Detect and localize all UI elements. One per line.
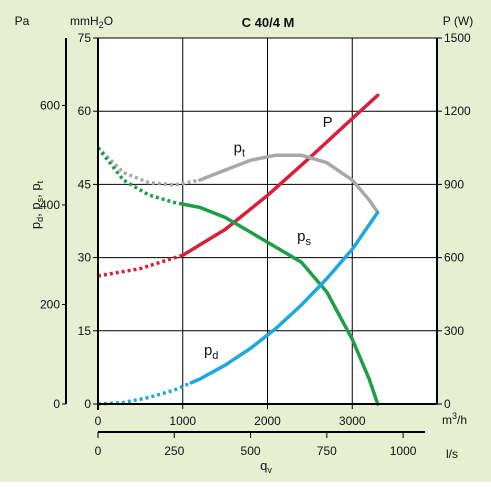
ls-tick-label-1000: 1000 [390, 444, 417, 458]
curve-pd-dashed [97, 381, 192, 406]
mm-tick-label-75: 75 [78, 31, 92, 45]
mm-tick-label-0: 0 [84, 397, 91, 411]
m3h-tick-label-3000: 3000 [339, 414, 366, 428]
curve-label-ps-sub: s [306, 236, 312, 248]
w-tick-label-1200: 1200 [444, 104, 471, 118]
left-inner-unit-tail: O [104, 14, 113, 28]
curve-pd-solid [189, 210, 380, 385]
curve-label-pd-main: p [204, 342, 212, 359]
curves [96, 93, 380, 406]
pa-tick-label-0: 0 [53, 397, 60, 411]
right-unit: P (W) [443, 14, 473, 28]
x-top-unit-main: m [442, 413, 452, 427]
left-inner-unit: mmH2O [70, 14, 113, 30]
curve-pt-solid [197, 153, 380, 215]
curve-label-pd: pd [204, 342, 218, 362]
y-label-sep1: , [28, 210, 43, 217]
left-outer-unit: Pa [15, 14, 30, 28]
y-axis-label: pd, ps, pt [28, 180, 45, 229]
pa-tick-label-400: 400 [40, 198, 60, 212]
curve-label-pt-sub: t [242, 148, 245, 160]
w-tick-label-0: 0 [444, 397, 451, 411]
y-label-s: s [35, 197, 45, 202]
y-label-t: t [35, 180, 45, 183]
m3h-tick-label-2000: 2000 [254, 414, 281, 428]
y-label-d: d [35, 217, 45, 222]
curve-label-pt-main: p [234, 140, 242, 157]
axis-labels: C 40/4 M Pa mmH2O P (W) m3/h l/s qv pd, … [15, 14, 474, 475]
w-tick-label-1500: 1500 [444, 31, 471, 45]
curve-P-solid [181, 93, 380, 257]
left-inner-unit-sub: 2 [99, 20, 104, 30]
x-top-unit-tail: /h [457, 413, 467, 427]
curve-label-ps: ps [297, 228, 311, 248]
w-tick-label-900: 900 [444, 177, 464, 191]
curve-label-P: P [323, 114, 333, 131]
ls-tick-label-750: 750 [317, 444, 337, 458]
curve-label-ps-main: p [297, 228, 305, 245]
m3h-tick-label-0: 0 [95, 414, 102, 428]
y-label-p2: p [28, 202, 43, 209]
pa-tick-label-600: 600 [40, 98, 60, 112]
w-tick-label-300: 300 [444, 324, 464, 338]
left-inner-unit-main: mmH [70, 14, 99, 28]
x-bottom-unit: l/s [446, 447, 458, 461]
m3h-tick-label-1000: 1000 [169, 414, 196, 428]
x-axis-label-sub: v [267, 465, 272, 475]
mm-tick-label-15: 15 [78, 324, 92, 338]
x-top-unit: m3/h [442, 411, 467, 427]
chart-title: C 40/4 M [242, 15, 295, 30]
ls-tick-label-0: 0 [95, 444, 102, 458]
x-axis-label: qv [260, 458, 272, 475]
mm-tick-label-60: 60 [78, 104, 92, 118]
x-axis-label-main: q [260, 458, 267, 473]
curve-label-pd-sub: d [212, 350, 218, 362]
y-label-p3: p [28, 183, 43, 190]
y-label-p1: p [28, 222, 43, 229]
w-tick-label-600: 600 [444, 251, 464, 265]
curve-label-P-main: P [323, 114, 333, 131]
y-label-sep2: , [28, 191, 43, 198]
curve-ps-solid [181, 202, 380, 406]
pa-tick-label-200: 200 [40, 297, 60, 311]
ls-tick-label-500: 500 [241, 444, 261, 458]
ls-tick-label-250: 250 [164, 444, 184, 458]
mm-tick-label-45: 45 [78, 177, 92, 191]
curve-pt-dashed [96, 146, 201, 187]
axes: 0200400600015304560750300600900120015000… [40, 31, 471, 458]
curve-P-dashed [97, 253, 184, 278]
x-top-unit-sup: 3 [452, 411, 457, 421]
curve-label-pt: pt [234, 140, 245, 160]
mm-tick-label-30: 30 [78, 251, 92, 265]
